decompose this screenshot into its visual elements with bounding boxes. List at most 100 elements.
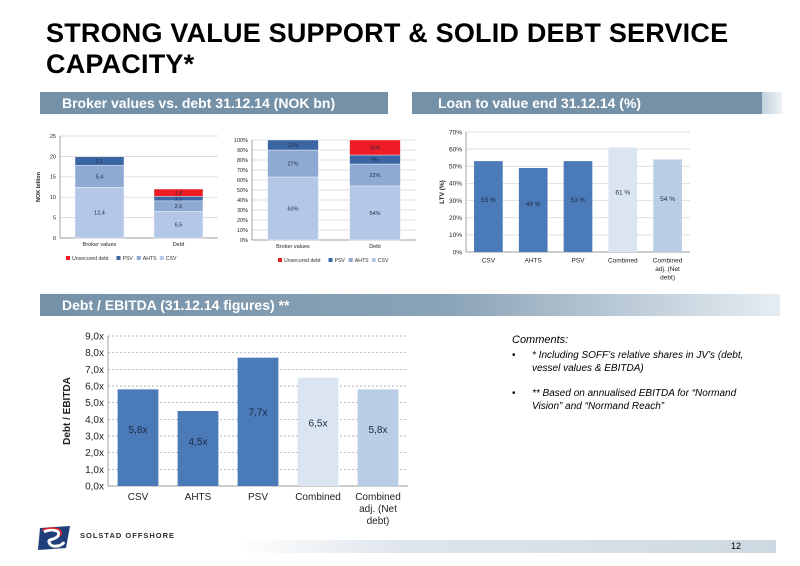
bar-value-label: 2,6 xyxy=(175,204,183,210)
legend-swatch xyxy=(278,258,282,262)
y-tick-label: 50% xyxy=(449,164,462,171)
y-tick-label: 30% xyxy=(237,208,248,214)
broker-section-header: Broker values vs. debt 31.12.14 (NOK bn) xyxy=(40,92,388,114)
y-axis-label: LTV (%) xyxy=(439,180,446,204)
bar-psv xyxy=(563,161,593,252)
y-tick-label: 8,0x xyxy=(85,348,104,359)
comments-box: Comments: • * Including SOFF’s relative … xyxy=(512,334,762,413)
bar-segment-csv xyxy=(267,176,319,241)
y-tick-label: 4,0x xyxy=(85,415,104,426)
y-tick-label: 60% xyxy=(237,178,248,184)
x-tick-label: Combined xyxy=(653,258,683,265)
legend-label: CSV xyxy=(378,258,389,264)
y-tick-label: 20% xyxy=(237,218,248,224)
y-tick-label: 100% xyxy=(234,138,248,144)
y-tick-label: 15 xyxy=(50,175,56,181)
x-tick-label: debt) xyxy=(367,516,390,527)
y-tick-label: 90% xyxy=(237,148,248,154)
solstad-logo-icon xyxy=(38,526,70,550)
y-tick-label: 6,0x xyxy=(85,382,104,393)
x-tick-label: Combined xyxy=(295,492,341,503)
legend-swatch xyxy=(116,256,121,260)
bar-value-label: 5,8x xyxy=(369,425,388,436)
x-tick-label: CSV xyxy=(128,492,149,503)
bar-value-label: 54% xyxy=(369,211,380,217)
y-tick-label: 70% xyxy=(237,168,248,174)
bar-value-label: 5,4 xyxy=(96,174,104,180)
x-tick-label: AHTS xyxy=(185,492,212,503)
bar-segment-unsecured-debt xyxy=(153,188,204,197)
y-tick-label: 9,0x xyxy=(85,332,104,343)
x-tick-label: CSV xyxy=(482,258,496,265)
bar-value-label: 27% xyxy=(287,162,298,168)
bar-value-label: 12,4 xyxy=(94,211,105,217)
bar-value-label: 11% xyxy=(288,143,299,149)
y-tick-label: 0 xyxy=(53,236,56,242)
legend-swatch xyxy=(371,258,376,262)
comment-text-2: ** Based on annualised EBITDA for “Norma… xyxy=(532,388,737,412)
bar-segment-unsecured-debt xyxy=(349,139,401,156)
y-tick-label: 0,0x xyxy=(85,482,104,493)
bar-combined-adj-net-debt- xyxy=(653,159,682,252)
x-tick-label: adj. (Net xyxy=(655,266,680,273)
y-tick-label: 80% xyxy=(237,158,248,164)
bar-ahts xyxy=(518,168,548,252)
bar-value-label: 9% xyxy=(371,158,379,164)
y-tick-label: 3,0x xyxy=(85,432,104,443)
bar-value-label: 7,7x xyxy=(249,407,268,418)
bar-csv xyxy=(474,161,503,252)
y-tick-label: 20% xyxy=(449,215,462,222)
bar-value-label: 4,5x xyxy=(189,437,208,448)
y-tick-label: 10% xyxy=(237,228,248,234)
y-tick-label: 40% xyxy=(237,198,248,204)
debt-ebitda-chart: 0,0x 1,0x 2,0x 3,0x 4,0x 5,0x 6,0x 7,0x 8,0x 9,0x… xyxy=(62,332,408,527)
x-tick-label: PSV xyxy=(248,492,268,503)
page-number: 12 xyxy=(731,541,742,551)
y-tick-label: 20 xyxy=(50,154,56,160)
comment-item-1: • * Including SOFF’s relative shares in … xyxy=(512,349,762,375)
bar-combined xyxy=(608,147,638,252)
y-tick-label: 50% xyxy=(237,188,248,194)
x-tick-label: AHTS xyxy=(525,258,543,265)
y-tick-label: 30% xyxy=(449,198,462,205)
page-title: STRONG VALUE SUPPORT & SOLID DEBT SERVIC… xyxy=(46,18,729,79)
bar-segment-csv xyxy=(74,187,125,239)
x-tick-label: Combined xyxy=(608,258,638,265)
y-tick-label: 60% xyxy=(449,146,462,153)
y-tick-label: 7,0x xyxy=(85,365,104,376)
bar-value-label: 1,8 xyxy=(175,191,183,197)
bar-segment-ahts xyxy=(267,149,319,178)
y-tick-label: 10 xyxy=(50,195,56,201)
bullet: • xyxy=(512,388,516,399)
bar-value-label: 53 % xyxy=(571,197,586,204)
bar-value-label: 6,5x xyxy=(309,418,328,429)
y-tick-label: 10% xyxy=(449,232,462,239)
bar-segment-csv xyxy=(349,185,401,241)
legend-swatch xyxy=(66,256,70,260)
x-tick-label: Broker values xyxy=(276,244,310,250)
bar-value-label: 63% xyxy=(287,207,298,213)
bar-value-label: 61 % xyxy=(615,189,630,196)
legend-swatch xyxy=(136,256,141,260)
y-axis-label: NOK billion xyxy=(36,171,42,202)
x-tick-label: debt) xyxy=(660,275,675,282)
bar-value-label: 1,1 xyxy=(175,197,183,203)
bar-segment-csv xyxy=(153,211,204,239)
legend-label: Unsecured debt xyxy=(284,258,321,264)
broker-values-pct-chart: 0% 10% 20% 30% 40% 50% 60% 70% 80% 90% 100% 63% 27% 1… xyxy=(234,138,416,264)
bar-combined xyxy=(297,377,339,486)
ltv-header-fade xyxy=(762,92,782,114)
bar-ahts xyxy=(177,411,219,486)
bar-value-label: 53 % xyxy=(481,197,496,204)
legend-label: CSV xyxy=(166,256,177,262)
bar-combined-adj-net-debt- xyxy=(357,389,399,486)
y-tick-label: 1,0x xyxy=(85,465,104,476)
x-tick-label: adj. (Net xyxy=(359,504,397,515)
legend-label: PSV xyxy=(335,258,346,264)
legend-swatch xyxy=(159,256,164,260)
ltv-chart: 0% 10% 20% 30% 40% 50% 60% 70% 53 % CSV 49 % AHTS 53… xyxy=(439,129,690,282)
bar-csv xyxy=(117,389,159,486)
comments-heading: Comments: xyxy=(512,334,569,346)
bar-value-label: 5,8x xyxy=(129,425,148,436)
legend-label: PSV xyxy=(123,256,134,262)
